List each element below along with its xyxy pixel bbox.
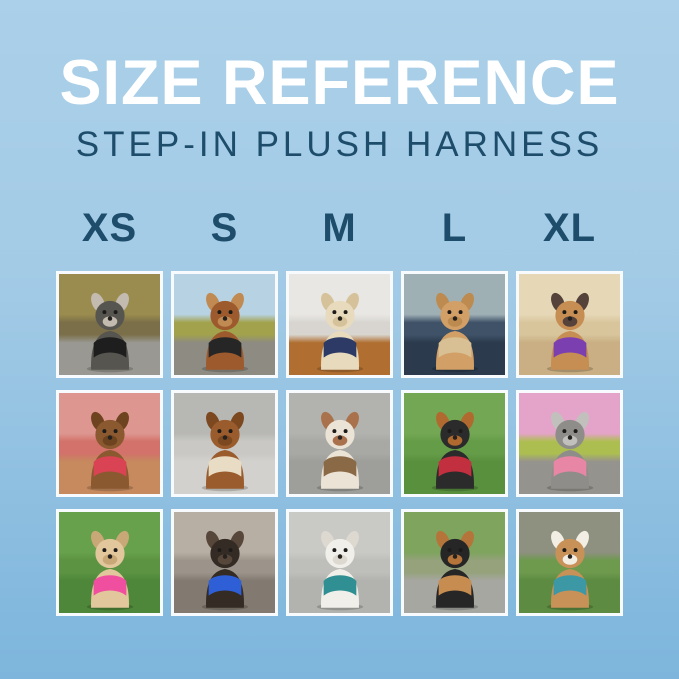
dog-photo-l-row2 [401, 390, 508, 497]
dog-icon [86, 411, 133, 492]
photo-grid [56, 271, 623, 616]
dog-photo-xl-row3 [516, 509, 623, 616]
dog-icon [86, 530, 133, 611]
size-header-xl: XL [542, 206, 597, 250]
dog-icon [431, 530, 478, 611]
dog-icon [316, 292, 363, 373]
dog-photo-m-row1 [286, 271, 393, 378]
dog-photo-xs-row1 [56, 271, 163, 378]
dog-icon [546, 530, 593, 611]
size-header-m: M [322, 206, 357, 250]
size-header-xs: XS [81, 206, 138, 250]
dog-icon [201, 292, 248, 373]
size-header-row: XS S M L XL [56, 208, 623, 248]
dog-photo-m-row3 [286, 509, 393, 616]
dog-icon [316, 530, 363, 611]
dog-photo-s-row1 [171, 271, 278, 378]
dog-icon [546, 292, 593, 373]
dog-photo-xs-row3 [56, 509, 163, 616]
dog-photo-xs-row2 [56, 390, 163, 497]
page-title: SIZE REFERENCE [59, 48, 620, 118]
dog-photo-s-row3 [171, 509, 278, 616]
dog-photo-l-row3 [401, 509, 508, 616]
dog-icon [201, 530, 248, 611]
dog-icon [431, 411, 478, 492]
dog-icon [431, 292, 478, 373]
dog-photo-m-row2 [286, 390, 393, 497]
dog-photo-xl-row2 [516, 390, 623, 497]
page-subtitle: STEP-IN PLUSH HARNESS [75, 125, 604, 164]
size-header-s: S [210, 206, 239, 250]
dog-photo-xl-row1 [516, 271, 623, 378]
size-header-l: L [441, 206, 468, 250]
dog-photo-s-row2 [171, 390, 278, 497]
dog-photo-l-row1 [401, 271, 508, 378]
dog-icon [201, 411, 248, 492]
dog-icon [86, 292, 133, 373]
dog-icon [316, 411, 363, 492]
dog-icon [546, 411, 593, 492]
